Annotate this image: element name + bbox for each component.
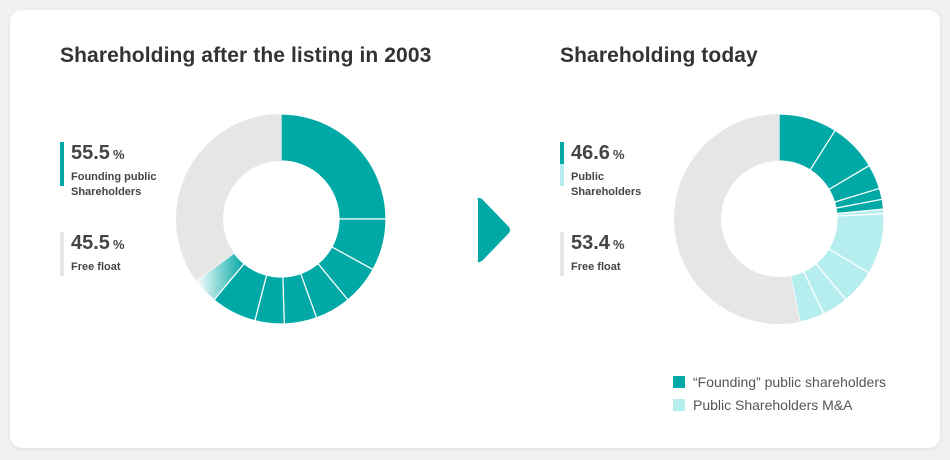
arrow-right-icon [477, 197, 510, 263]
stat-founding-2003: 55.5% Founding public Shareholders [60, 142, 181, 200]
stat-unit: % [612, 237, 625, 252]
legend-label: “Founding” public shareholders [693, 373, 886, 390]
stat-value: 46.6 [571, 142, 610, 164]
legend-label: Public Shareholders M&A [693, 396, 853, 413]
stat-color-bar [560, 232, 564, 276]
donut-slice-free_float-10 [674, 114, 800, 324]
stat-unit: % [612, 147, 625, 162]
stat-value: 45.5 [71, 232, 110, 254]
donut-slice-founding-0 [280, 113, 387, 220]
donut-slice-transition-7 [195, 252, 245, 301]
stat-color-bar [60, 142, 64, 186]
stat-unit: % [112, 147, 125, 162]
legend-item-founding: “Founding” public shareholders [673, 370, 886, 393]
stat-public-today: 46.6% Public Shareholders [560, 142, 651, 200]
donut-chart-today [674, 113, 885, 324]
legend-swatch [673, 375, 685, 388]
stat-free-float-2003: 45.5% Free float [60, 232, 181, 276]
stat-label: Free float [71, 261, 121, 273]
stat-label: Public Shareholders [571, 171, 642, 198]
stat-free-float-today: 53.4% Free float [560, 232, 681, 276]
stat-unit: % [112, 237, 125, 252]
legend-swatch [673, 398, 685, 411]
chart-title-today: Shareholding today [560, 44, 758, 67]
stat-color-bar [560, 142, 564, 186]
legend-item-public-ma: Public Shareholders M&A [673, 393, 886, 416]
stat-value: 53.4 [571, 232, 610, 254]
donut-slice-free_float-8 [176, 114, 281, 281]
stat-color-bar [60, 232, 64, 276]
stat-label: Free float [571, 261, 621, 273]
stat-value: 55.5 [71, 142, 110, 164]
chart-legend: “Founding” public shareholders Public Sh… [673, 370, 886, 416]
chart-card [10, 10, 940, 448]
donut-chart-2003 [176, 113, 387, 325]
chart-title-2003: Shareholding after the listing in 2003 [60, 44, 432, 67]
stat-label: Founding public Shareholders [71, 171, 157, 198]
